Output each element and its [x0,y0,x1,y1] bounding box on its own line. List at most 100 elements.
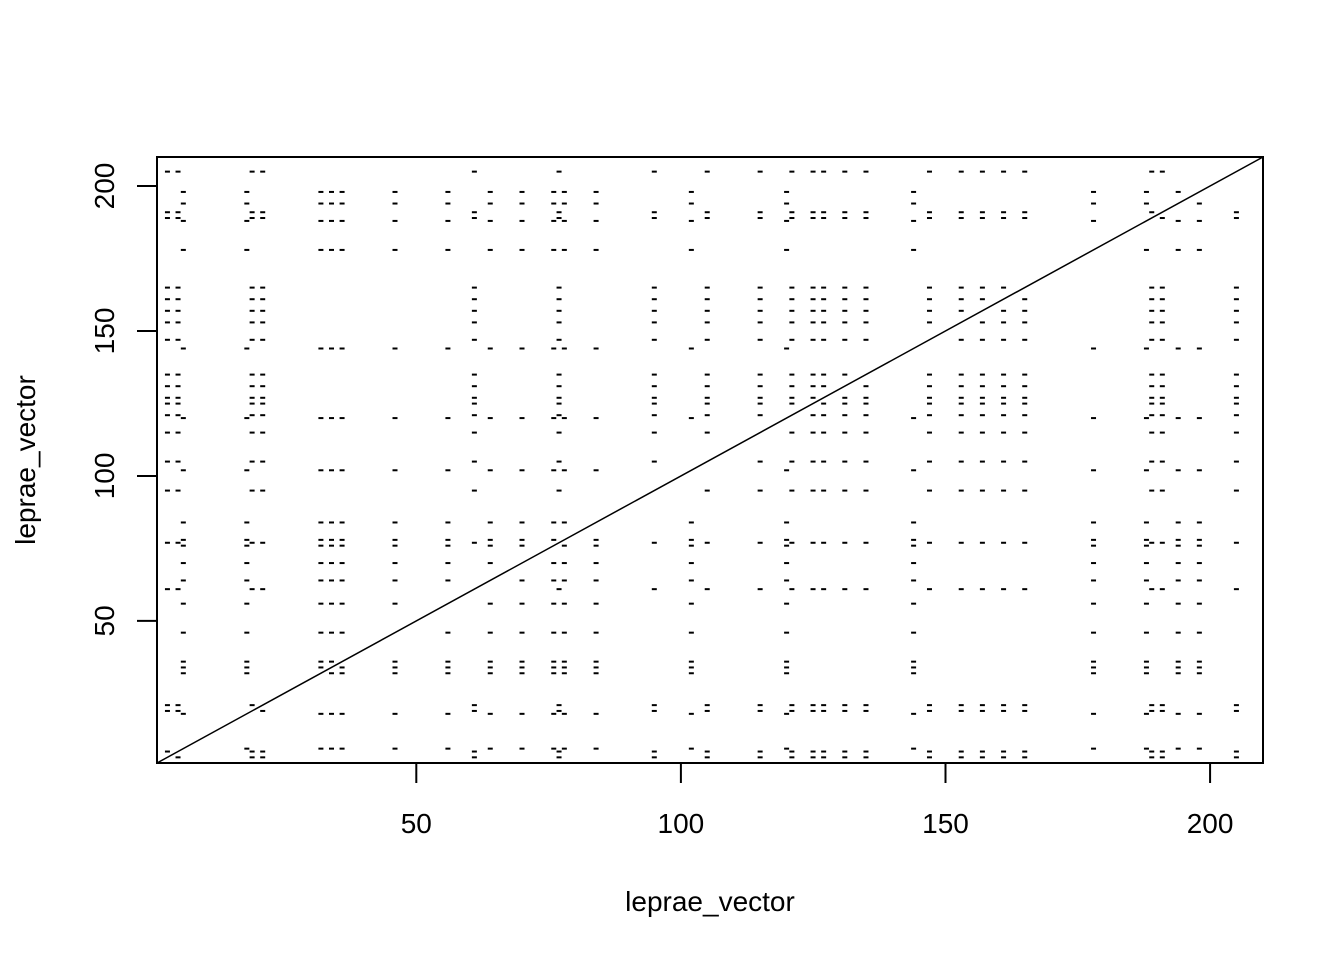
match-dot [561,521,567,524]
match-dot [651,588,657,591]
match-dot [260,321,266,324]
match-dot [688,202,694,205]
match-dot [926,489,932,492]
match-dot [926,704,932,707]
match-dot [329,747,334,750]
match-dot [1233,338,1239,341]
x-tick-label: 150 [922,808,969,839]
match-dot [958,756,964,759]
match-dot [561,544,567,547]
match-dot [1233,431,1239,434]
match-dot [863,489,869,492]
match-dot [339,602,345,605]
match-dot [471,750,477,753]
plot-frame [156,156,1264,764]
match-dot [329,660,334,663]
match-dot [392,602,398,605]
match-dot [556,321,562,324]
match-dot [593,747,599,750]
match-dot [784,562,790,565]
match-dot [911,417,917,420]
match-dot [260,396,266,399]
match-dot [1149,709,1155,712]
match-dot [863,588,869,591]
match-dot [784,219,790,222]
match-dot [318,190,324,193]
match-dot [1022,402,1028,405]
match-dot [911,579,917,582]
match-dot [757,460,763,463]
match-dot [1233,321,1239,324]
match-dot [1091,660,1097,663]
match-dot [1175,248,1181,251]
match-dot [244,248,250,251]
match-dot [1001,588,1007,591]
match-dot [784,602,790,605]
match-dot [1175,417,1181,420]
match-dot [651,431,657,434]
match-dot [651,217,657,220]
match-dot [180,538,186,541]
match-dot [911,538,917,541]
match-dot [392,712,398,715]
match-dot [551,562,557,565]
match-dot [593,672,599,675]
match-dot [561,219,567,222]
match-dot [551,602,557,605]
match-dot [911,219,917,222]
match-dot [445,712,451,715]
match-dot [810,321,816,324]
match-dot [318,666,324,669]
match-dot [926,414,932,417]
match-dot [863,750,869,753]
match-dot [175,704,181,707]
match-dot [784,248,790,251]
match-dot [911,469,917,472]
match-dot [863,217,869,220]
match-dot [784,190,790,193]
match-dot [561,417,567,420]
match-dot [175,402,181,405]
match-dot [1022,217,1028,220]
match-dot [789,286,795,289]
match-dot [175,756,181,759]
match-dot [556,756,562,759]
match-dot [519,660,525,663]
match-dot [1001,709,1007,712]
match-dot [1196,660,1202,663]
match-dot [958,704,964,707]
match-dot [561,579,567,582]
match-dot [1022,588,1028,591]
match-dot [329,417,334,420]
match-dot [784,521,790,524]
match-dot [863,414,869,417]
match-dot [821,217,827,220]
match-dot [260,373,266,376]
match-dot [164,414,170,417]
match-dot [958,541,964,544]
match-dot [1001,402,1007,405]
match-dot [244,190,250,193]
match-dot [757,756,763,759]
match-dot [392,747,398,750]
match-dot [318,602,324,605]
match-dot [757,373,763,376]
match-dot [1159,756,1165,759]
match-dot [471,217,477,220]
match-dot [471,309,477,312]
match-dot [810,396,816,399]
match-dot [863,211,869,214]
match-dot [821,298,827,301]
match-dot [979,414,985,417]
match-dot [911,190,917,193]
match-dot [329,672,334,675]
match-dot [175,396,181,399]
match-dot [842,402,848,405]
match-dot [911,666,917,669]
match-dot [1091,219,1097,222]
match-dot [1022,338,1028,341]
match-dot [651,321,657,324]
match-dot [842,414,848,417]
match-dot [561,347,567,350]
match-dot [487,631,493,634]
